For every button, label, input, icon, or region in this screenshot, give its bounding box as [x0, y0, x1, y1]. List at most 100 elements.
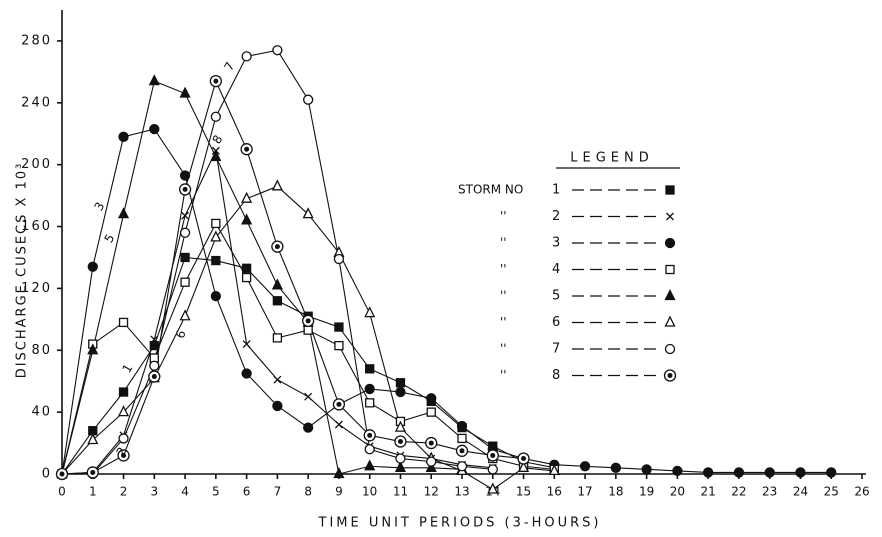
marker [426, 393, 437, 404]
marker [664, 237, 676, 249]
curve-label: 7 [222, 60, 238, 74]
legend-ditto: '' [500, 236, 507, 250]
y-tick-label: 280 [21, 33, 52, 48]
x-tick-label: 6 [243, 485, 251, 499]
marker [610, 462, 621, 473]
marker [364, 383, 375, 395]
marker-core [521, 456, 527, 462]
legend-marker [664, 289, 676, 301]
curve-label: 3 [92, 200, 108, 214]
series-line [61, 185, 555, 491]
marker [180, 252, 190, 263]
marker [365, 398, 375, 408]
marker [455, 444, 469, 457]
marker [304, 392, 313, 401]
marker [456, 420, 468, 432]
y-tick-label: 80 [31, 343, 52, 358]
marker [303, 422, 314, 433]
series-line [61, 80, 463, 475]
marker [241, 191, 253, 203]
marker [180, 277, 190, 287]
x-tick-label: 11 [393, 485, 408, 499]
marker-core [490, 452, 496, 458]
marker [210, 111, 221, 122]
marker [242, 340, 251, 349]
marker [334, 322, 344, 332]
y-tick-label: 0 [42, 467, 52, 482]
x-tick-label: 15 [516, 485, 531, 499]
x-tick-label: 26 [854, 485, 869, 499]
marker [271, 278, 283, 290]
marker-core [121, 452, 127, 458]
x-tick-label: 10 [362, 485, 377, 499]
marker-core [90, 469, 96, 475]
legend-marker [665, 264, 675, 275]
marker-core [459, 448, 465, 454]
x-tick-label: 13 [454, 485, 469, 499]
marker [666, 212, 674, 221]
marker [395, 378, 406, 388]
legend-ditto: '' [500, 262, 507, 276]
marker [517, 460, 530, 472]
marker [663, 369, 677, 382]
marker [365, 364, 375, 374]
marker-core [305, 318, 311, 324]
marker [272, 333, 283, 343]
legend-marker [664, 237, 676, 249]
marker [641, 464, 652, 475]
y-tick-label: 160 [21, 219, 52, 234]
marker [302, 314, 315, 328]
marker [826, 467, 837, 478]
marker [86, 466, 99, 479]
x-tick-label: 8 [304, 485, 312, 499]
legend-label: STORM NO [458, 183, 523, 197]
marker [486, 449, 499, 462]
legend-marker [666, 212, 674, 221]
curve-label: 6 [173, 328, 189, 340]
y-tick-label: 120 [21, 281, 52, 296]
x-tick-label: 12 [424, 485, 439, 499]
marker [703, 467, 714, 478]
legend-entry: 3 [552, 236, 560, 251]
marker [334, 340, 344, 351]
marker [117, 405, 130, 417]
marker [181, 211, 190, 220]
x-axis-label: TIME UNIT PERIODS (3-HOURS) [318, 516, 602, 531]
series-line [61, 222, 555, 475]
y-tick-label: 40 [31, 405, 52, 420]
marker [425, 460, 437, 472]
marker-core [667, 373, 673, 378]
marker [456, 461, 468, 472]
marker [118, 317, 129, 328]
marker [272, 296, 283, 306]
marker [210, 290, 221, 302]
marker [117, 207, 130, 219]
x-tick-label: 2 [120, 485, 128, 499]
marker [664, 289, 676, 301]
marker [303, 325, 313, 335]
marker [211, 218, 221, 229]
marker [394, 435, 407, 448]
marker [487, 482, 499, 494]
legend-entry: 7 [552, 342, 560, 357]
marker [117, 449, 130, 462]
marker [272, 45, 283, 56]
marker-core [151, 374, 157, 380]
curve-label: 1 [120, 362, 136, 376]
legend-marker [664, 343, 676, 355]
curve-label: 5 [102, 232, 118, 246]
legend-entry: 2 [552, 209, 560, 224]
marker [179, 170, 191, 181]
y-tick-label: 240 [21, 95, 52, 110]
x-tick-label: 4 [181, 485, 189, 499]
marker [425, 436, 438, 450]
marker [395, 453, 406, 464]
marker [241, 272, 252, 283]
y-axis-label: DISCHARGE CUSECS X 10³ [15, 162, 30, 379]
marker [148, 370, 161, 383]
marker-core [336, 401, 342, 407]
marker [364, 459, 376, 471]
marker [364, 444, 375, 455]
marker [672, 465, 683, 477]
